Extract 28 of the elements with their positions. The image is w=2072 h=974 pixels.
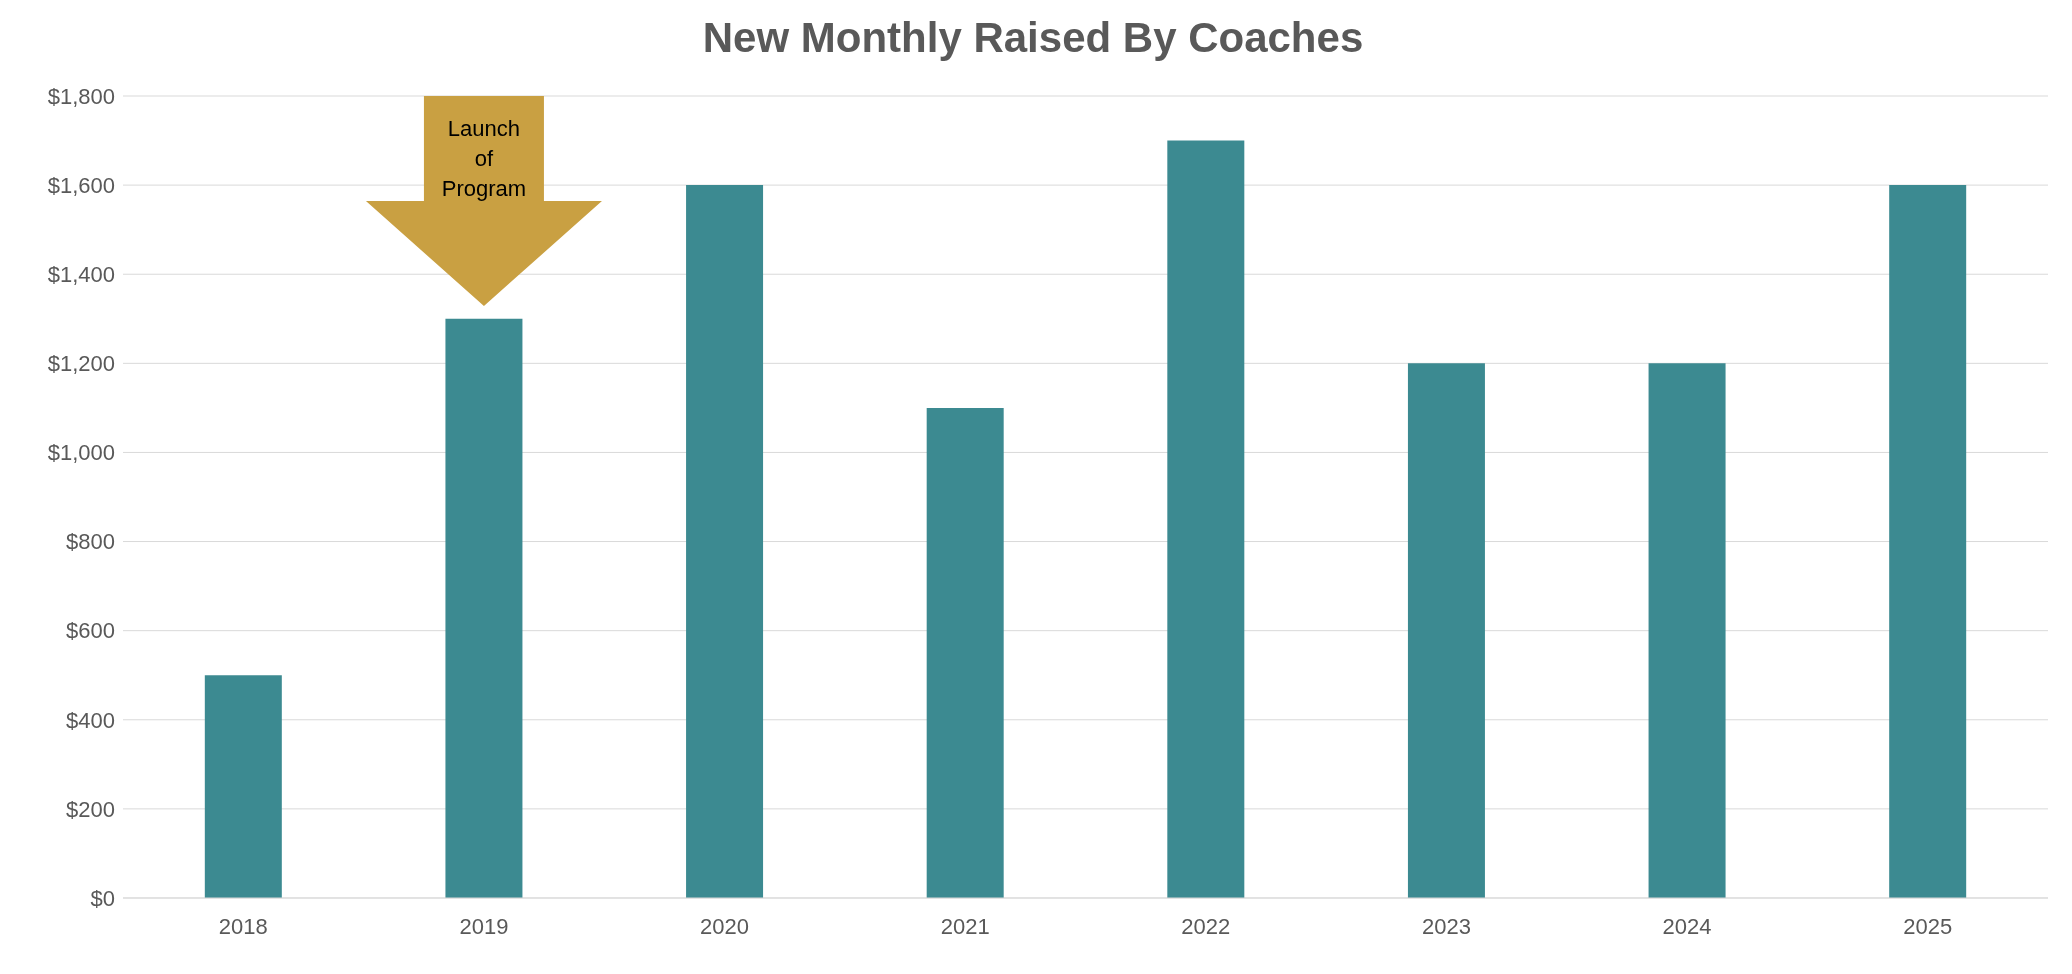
y-tick-label: $0 [90, 885, 115, 911]
bar [1648, 363, 1726, 898]
x-tick-label: 2023 [1421, 913, 1471, 939]
bar [686, 185, 764, 898]
bar [1167, 140, 1245, 898]
bar [445, 318, 523, 898]
y-tick-label: $1,800 [47, 83, 115, 109]
y-tick-label: $1,400 [47, 262, 115, 288]
chart-title: New Monthly Raised By Coaches [701, 13, 1365, 63]
bar [926, 407, 1004, 898]
y-tick-label: $600 [66, 618, 115, 644]
bar [1889, 185, 1967, 898]
x-tick-label: 2020 [700, 913, 750, 939]
x-tick-label: 2019 [459, 913, 509, 939]
y-tick-label: $200 [66, 796, 115, 822]
y-tick-label: $1,200 [47, 351, 115, 377]
x-tick-label: 2021 [940, 913, 990, 939]
y-tick-label: $800 [66, 529, 115, 555]
bar [1407, 363, 1485, 898]
y-tick-label: $1,000 [47, 440, 115, 466]
y-tick-label: $1,600 [47, 172, 115, 198]
annotation: Launch of Program [441, 115, 527, 201]
bar [204, 675, 282, 898]
x-tick-label: 2022 [1181, 913, 1231, 939]
x-tick-label: 2018 [218, 913, 268, 939]
y-tick-label: $400 [66, 707, 115, 733]
x-tick-label: 2025 [1903, 913, 1953, 939]
x-tick-label: 2024 [1662, 913, 1712, 939]
